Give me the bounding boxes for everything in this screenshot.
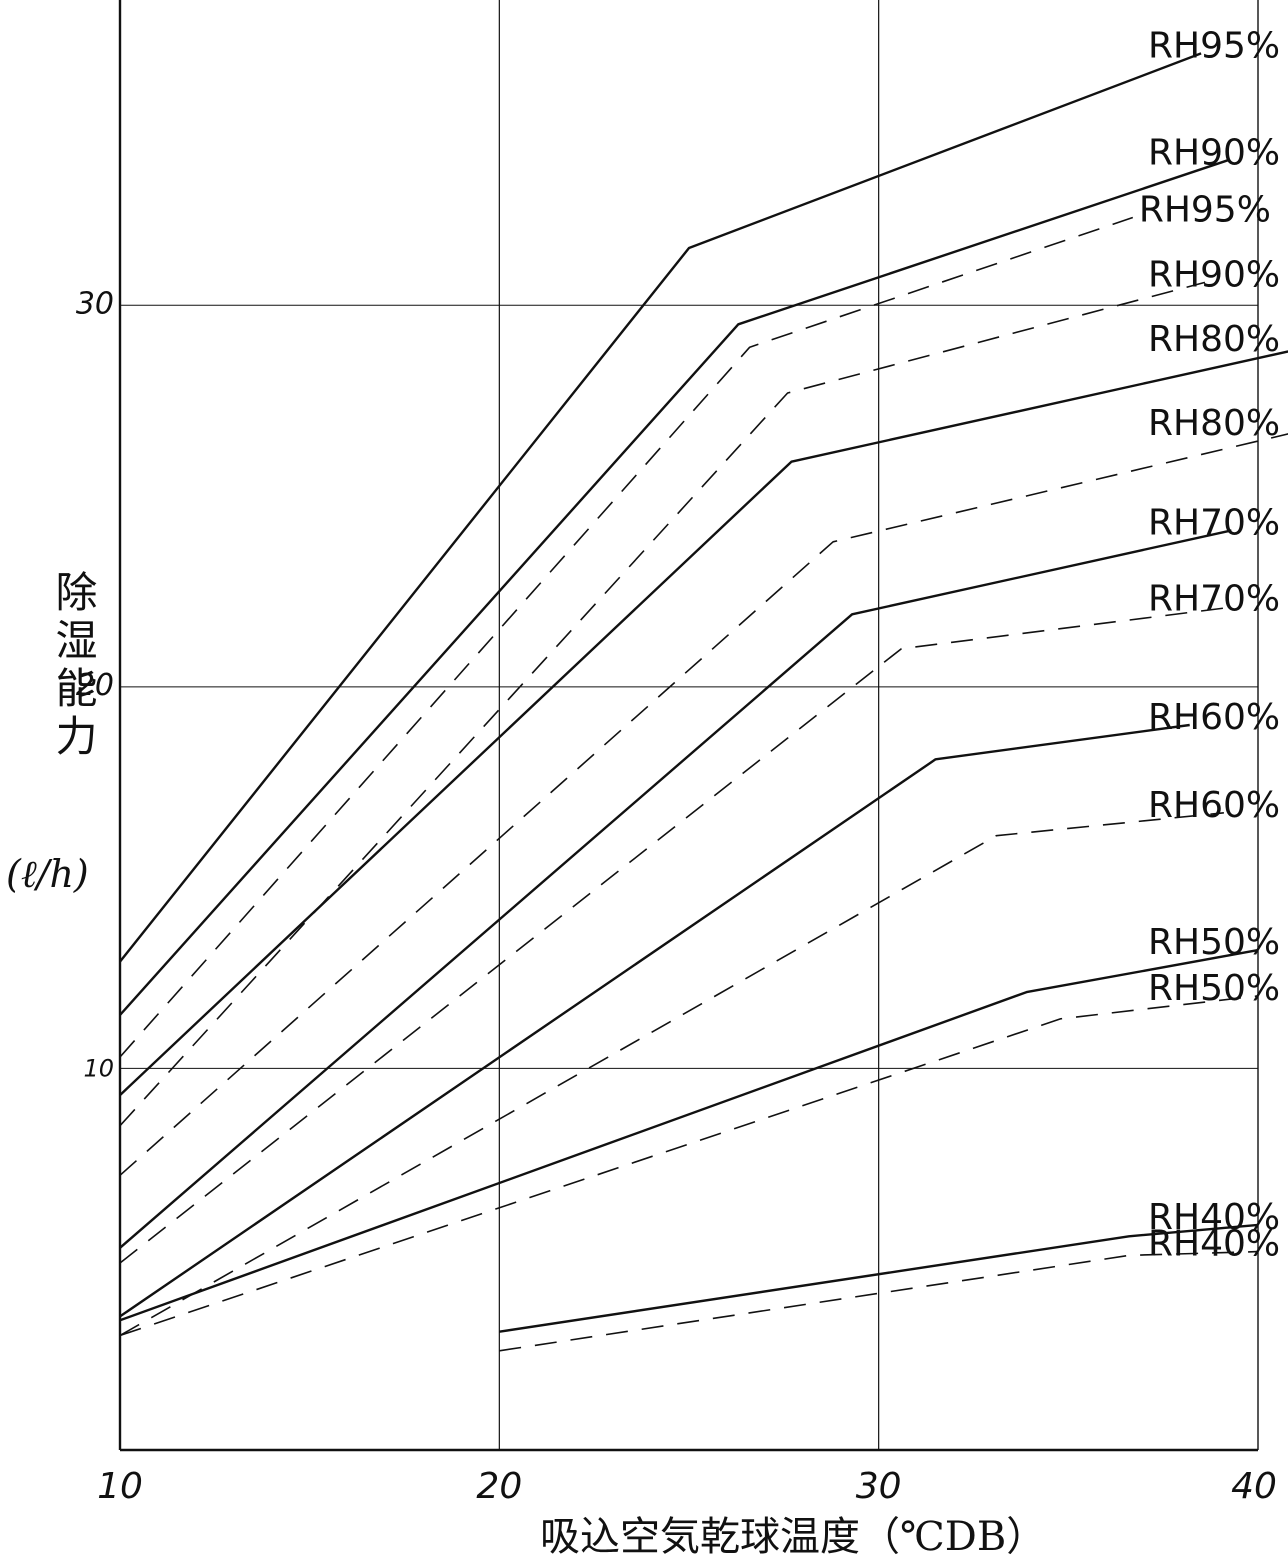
series-label: RH50% xyxy=(1148,922,1280,963)
series-label: RH60% xyxy=(1148,785,1280,826)
series-line-rh50-dashed xyxy=(119,995,1259,1337)
series-line-rh60-dashed xyxy=(119,812,1224,1337)
series-line-rh80-dashed xyxy=(119,433,1288,1176)
series-label: RH60% xyxy=(1148,697,1280,738)
y-axis-label: 除湿能力 xyxy=(49,570,98,762)
series-line-rh95-dashed xyxy=(119,216,1134,1058)
series-label: RH40% xyxy=(1148,1224,1280,1265)
series-line-rh90-solid xyxy=(119,159,1229,1016)
series-line-rh70-solid xyxy=(119,529,1232,1249)
series-line-rh90-dashed xyxy=(119,281,1206,1127)
x-tick-label: 30 xyxy=(856,1466,902,1507)
tick-labels: 10 20 30 40 10 20 30 xyxy=(76,286,1277,1507)
series-label: RH70% xyxy=(1148,579,1280,620)
x-tick-label: 10 xyxy=(97,1466,143,1507)
x-tick-label: 20 xyxy=(476,1466,522,1507)
y-tick-label: 30 xyxy=(76,286,114,321)
series-label: RH90% xyxy=(1148,132,1280,173)
y-axis-unit: (ℓ/h) xyxy=(6,852,89,896)
series-line-rh70-dashed xyxy=(119,605,1236,1264)
y-tick-label: 20 xyxy=(76,668,114,703)
series-label: RH95% xyxy=(1139,190,1271,231)
series-line-rh40-dashed xyxy=(499,1250,1259,1352)
y-tick-label: 10 xyxy=(83,1054,114,1082)
series-line-rh50-solid xyxy=(119,948,1259,1322)
x-axis-label: 吸込空気乾球温度（℃DB） xyxy=(540,1514,1047,1560)
series-label: RH80% xyxy=(1148,403,1280,444)
series-label: RH80% xyxy=(1148,319,1280,360)
series-label: RH95% xyxy=(1148,25,1280,66)
x-tick-label: 40 xyxy=(1231,1466,1277,1507)
series-line-rh95-solid xyxy=(119,52,1202,963)
series-line-rh80-solid xyxy=(119,350,1288,1096)
series-lines xyxy=(119,52,1288,1352)
series-labels: RH95% RH90% RH95% RH90% RH80% RH80% RH70% RH70%… xyxy=(1139,25,1280,1264)
series-label: RH70% xyxy=(1148,502,1280,543)
series-label: RH40% xyxy=(1148,1197,1280,1238)
series-label: RH50% xyxy=(1148,968,1280,1009)
series-line-rh40-solid xyxy=(499,1223,1259,1333)
series-line-rh60-solid xyxy=(119,723,1190,1318)
grid xyxy=(118,0,1259,1452)
series-label: RH90% xyxy=(1148,254,1280,295)
